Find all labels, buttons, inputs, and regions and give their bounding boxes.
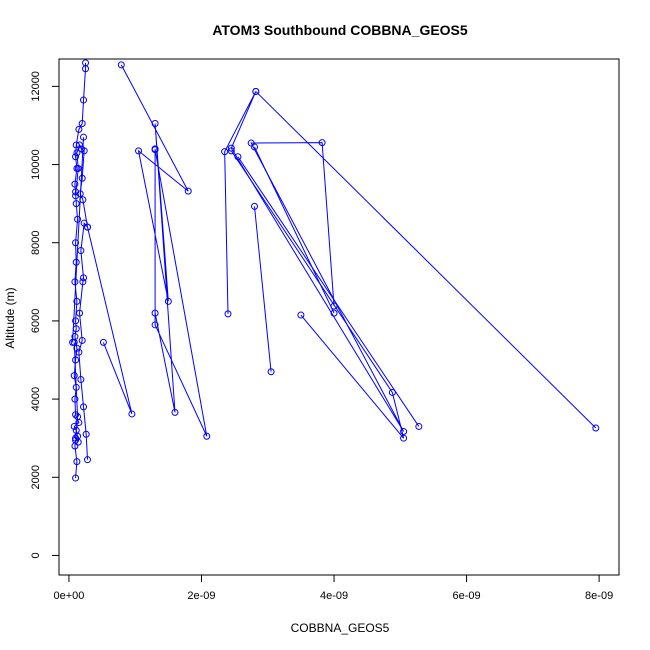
x-tick-label: 4e-09 — [320, 590, 348, 602]
data-point — [151, 146, 159, 154]
series-line — [255, 91, 597, 429]
series-line — [120, 64, 208, 437]
data-point — [388, 388, 396, 396]
data-point — [82, 59, 90, 67]
data-point — [72, 474, 80, 482]
data-point — [70, 372, 78, 380]
data-point — [73, 458, 81, 466]
data-point — [82, 430, 90, 438]
data-point — [80, 403, 88, 411]
x-tick-label: 2e-09 — [187, 590, 215, 602]
y-tick-label: 2000 — [30, 465, 42, 489]
data-point — [75, 125, 83, 133]
data-point — [79, 278, 87, 286]
data-point — [74, 438, 82, 446]
data-point — [72, 192, 80, 200]
y-tick-label: 12000 — [30, 71, 42, 102]
data-point — [78, 120, 86, 127]
data-point — [184, 187, 192, 195]
data-point — [227, 147, 235, 155]
data-point — [78, 174, 86, 182]
series-line — [237, 156, 420, 427]
data-point — [71, 180, 79, 188]
data-point — [80, 133, 88, 141]
data-point — [164, 297, 172, 305]
plot-frame — [58, 58, 620, 576]
data-point — [318, 139, 326, 147]
data-point — [84, 456, 91, 464]
data-point — [267, 368, 275, 376]
series-group — [69, 59, 600, 482]
data-point — [78, 145, 86, 153]
data-point — [73, 297, 81, 305]
data-point — [252, 87, 260, 95]
x-tick-label: 8e-09 — [585, 590, 613, 602]
data-point — [203, 432, 211, 440]
data-point — [75, 348, 83, 356]
data-point — [415, 422, 423, 430]
y-tick-label: 8000 — [30, 230, 42, 254]
data-point — [72, 239, 80, 247]
y-tick-label: 10000 — [30, 149, 42, 180]
data-point — [84, 223, 91, 231]
y-tick-label: 6000 — [30, 309, 42, 333]
data-point — [251, 143, 258, 151]
data-point — [251, 202, 258, 210]
x-axis-label: COBBNA_GEOS5 — [291, 621, 390, 635]
y-tick-label: 4000 — [30, 387, 42, 411]
series-line — [254, 206, 272, 372]
y-tick-label: 0 — [30, 552, 42, 558]
data-point — [72, 411, 80, 419]
data-point — [72, 200, 80, 208]
data-point — [71, 395, 79, 403]
data-point — [70, 422, 78, 430]
axes: 0e+00 2e-09 4e-09 6e-09 8e-09 0 2000 4000 6000 80… — [30, 71, 613, 602]
data-point — [73, 149, 81, 157]
data-point — [128, 410, 136, 418]
data-point — [224, 310, 232, 318]
data-point — [70, 338, 78, 346]
data-point — [592, 424, 600, 432]
data-point — [151, 120, 159, 127]
data-point — [72, 153, 80, 161]
data-point — [99, 338, 107, 346]
data-point — [117, 61, 125, 69]
x-tick-label: 6e-09 — [453, 590, 481, 602]
data-point — [297, 311, 305, 319]
data-point — [72, 317, 80, 325]
data-point — [151, 309, 159, 317]
series-line — [87, 226, 133, 415]
data-point — [74, 413, 82, 421]
data-point — [76, 141, 84, 149]
data-point — [74, 164, 82, 172]
chart-title: ATOM3 Southbound COBBNA_GEOS5 — [212, 22, 468, 38]
series-line — [224, 91, 405, 432]
data-point — [74, 215, 82, 223]
data-point — [400, 428, 408, 436]
series-line — [72, 137, 85, 343]
data-point — [171, 408, 179, 416]
data-point — [151, 321, 159, 329]
series-line — [230, 150, 405, 439]
data-point — [80, 96, 88, 104]
series-line — [73, 342, 79, 443]
data-point — [76, 309, 84, 317]
series-line — [254, 146, 335, 314]
x-tick-label: 0e+00 — [53, 590, 84, 602]
data-point — [221, 148, 229, 156]
data-point — [330, 309, 338, 317]
data-point — [234, 153, 242, 161]
data-point — [77, 376, 85, 384]
data-point — [135, 147, 143, 155]
y-axis-label: Altitude (m) — [3, 287, 17, 348]
data-point — [71, 278, 79, 286]
data-point — [400, 434, 408, 442]
data-point — [80, 274, 88, 282]
data-point — [78, 336, 86, 344]
